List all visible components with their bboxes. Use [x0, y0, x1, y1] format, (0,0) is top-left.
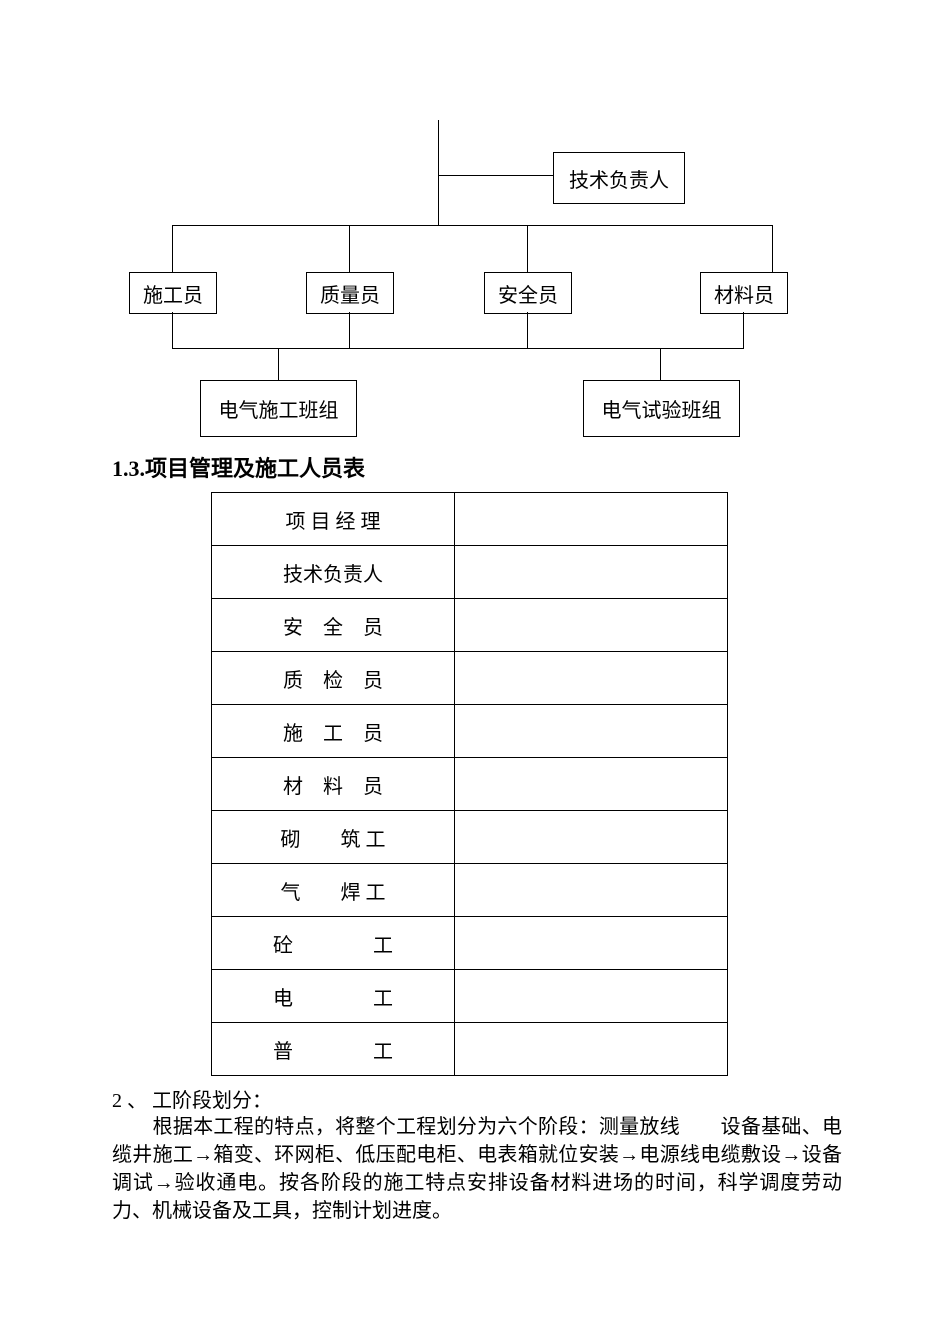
- role-cell: 安 全 员: [212, 599, 455, 652]
- connector: [172, 225, 173, 272]
- role-cell: 电 工: [212, 970, 455, 1023]
- role-cell: 项 目 经 理: [212, 493, 455, 546]
- org-node-elec-construction-team: 电气施工班组: [200, 380, 357, 437]
- name-cell: [455, 758, 728, 811]
- para-heading-text: 2 、 工阶段划分：: [112, 1090, 272, 1112]
- org-node-label: 电气施工班组: [219, 394, 339, 423]
- name-cell: [455, 811, 728, 864]
- role-cell: 施 工 员: [212, 705, 455, 758]
- connector: [172, 225, 772, 226]
- table-row: 普 工: [212, 1023, 728, 1076]
- connector: [772, 225, 773, 272]
- table-row: 砌 筑 工: [212, 811, 728, 864]
- org-node-material: 材料员: [700, 272, 788, 314]
- role-cell: 砌 筑 工: [212, 811, 455, 864]
- table-row: 气 焊 工: [212, 864, 728, 917]
- connector: [438, 175, 553, 176]
- table-row: 技术负责人: [212, 546, 728, 599]
- section-heading: 1.3.项目管理及施工人员表: [112, 451, 365, 483]
- org-node-label: 技术负责人: [569, 164, 669, 193]
- name-cell: [455, 546, 728, 599]
- paragraph-body: 根据本工程的特点，将整个工程划分为六个阶段：测量放线 设备基础、电缆井施工→箱变…: [112, 1113, 842, 1225]
- connector: [172, 348, 744, 349]
- connector: [438, 120, 439, 225]
- name-cell: [455, 864, 728, 917]
- name-cell: [455, 1023, 728, 1076]
- name-cell: [455, 652, 728, 705]
- connector: [349, 225, 350, 272]
- connector: [527, 225, 528, 272]
- role-cell: 质 检 员: [212, 652, 455, 705]
- name-cell: [455, 917, 728, 970]
- table-row: 材 料 员: [212, 758, 728, 811]
- role-cell: 气 焊 工: [212, 864, 455, 917]
- connector: [172, 312, 173, 348]
- connector: [660, 348, 661, 380]
- org-node-quality: 质量员: [306, 272, 394, 314]
- connector: [278, 348, 279, 380]
- table-row: 电 工: [212, 970, 728, 1023]
- connector: [349, 312, 350, 348]
- role-cell: 普 工: [212, 1023, 455, 1076]
- table-row: 安 全 员: [212, 599, 728, 652]
- paragraph-heading: 2 、 工阶段划分：: [112, 1087, 842, 1115]
- para-body-text: 根据本工程的特点，将整个工程划分为六个阶段：测量放线 设备基础、电缆井施工→箱变…: [112, 1116, 842, 1222]
- table-row: 施 工 员: [212, 705, 728, 758]
- org-node-label: 施工员: [143, 279, 203, 308]
- name-cell: [455, 970, 728, 1023]
- heading-text: 1.3.项目管理及施工人员表: [112, 456, 365, 481]
- table-row: 砼 工: [212, 917, 728, 970]
- org-node-tech-leader: 技术负责人: [553, 152, 685, 204]
- org-node-safety: 安全员: [484, 272, 572, 314]
- org-node-label: 质量员: [320, 279, 380, 308]
- staff-table: 项 目 经 理 技术负责人 安 全 员 质 检 员 施 工 员 材 料 员 砌 …: [211, 492, 728, 1076]
- name-cell: [455, 599, 728, 652]
- org-node-label: 安全员: [498, 279, 558, 308]
- name-cell: [455, 705, 728, 758]
- page: 技术负责人 施工员 质量员 安全员 材料员 电气施工班组 电气试验班组 1.3.…: [0, 0, 950, 1344]
- org-node-construction: 施工员: [129, 272, 217, 314]
- role-cell: 砼 工: [212, 917, 455, 970]
- table-row: 质 检 员: [212, 652, 728, 705]
- role-cell: 材 料 员: [212, 758, 455, 811]
- name-cell: [455, 493, 728, 546]
- role-cell: 技术负责人: [212, 546, 455, 599]
- table-row: 项 目 经 理: [212, 493, 728, 546]
- org-node-elec-test-team: 电气试验班组: [583, 380, 740, 437]
- org-node-label: 材料员: [714, 279, 774, 308]
- org-node-label: 电气试验班组: [602, 394, 722, 423]
- connector: [527, 312, 528, 348]
- connector: [743, 312, 744, 348]
